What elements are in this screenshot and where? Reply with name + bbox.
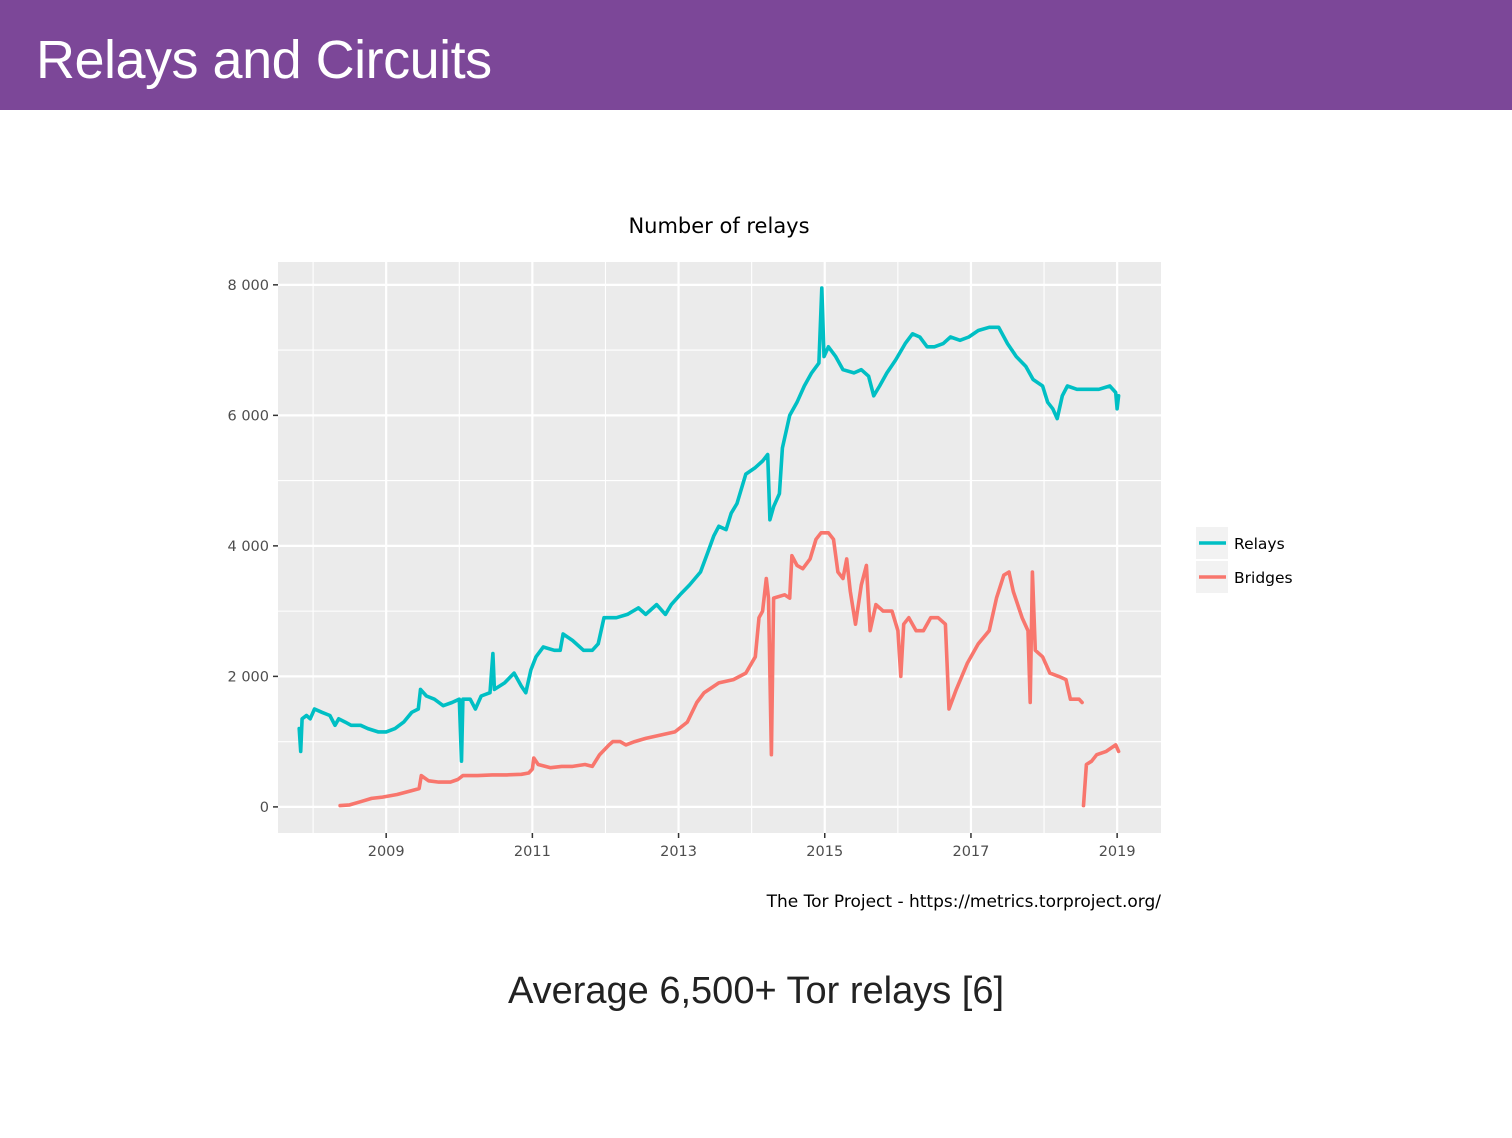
y-tick-label: 2 000 [227,669,269,685]
y-axis: 0 2 000 4 000 6 000 8 000 [227,278,278,816]
x-tick-label: 2015 [806,844,843,860]
grid-major [278,262,1161,833]
x-tick-label: 2011 [514,844,551,860]
legend-label-relays: Relays [1234,535,1285,553]
y-tick-label: 8 000 [227,278,269,294]
y-tick-label: 6 000 [227,408,269,424]
x-tick-label: 2009 [368,844,405,860]
y-tick-label: 0 [260,800,269,816]
plot-panel [278,262,1161,833]
series-line-relays [297,286,1121,763]
x-tick-label: 2019 [1099,844,1136,860]
legend-label-bridges: Bridges [1234,569,1293,587]
source-note: The Tor Project - https://metrics.torpro… [766,892,1162,912]
series-line-bridges [338,531,1121,808]
x-tick-label: 2013 [660,844,697,860]
slide-title: Relays and Circuits [36,30,492,90]
series-layer [297,286,1121,808]
x-axis: 2009 2011 2013 2015 2017 2019 [368,833,1136,860]
legend: Relays Bridges [1196,527,1293,593]
x-tick-label: 2017 [952,844,989,860]
y-tick-label: 4 000 [227,539,269,555]
slide-caption: Average 6,500+ Tor relays [6] [507,970,1005,1012]
chart-title: Number of relays [628,214,809,238]
slide-header: Relays and Circuits [0,0,1512,110]
